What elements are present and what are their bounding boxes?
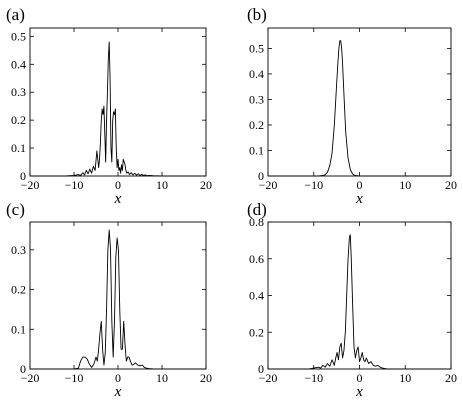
x-tick-label-d-0: −20 bbox=[259, 371, 278, 385]
y-tick-label-a-1: 0.1 bbox=[11, 141, 26, 155]
panel-b: −20 −10 0 10 20 0 0.1 0.2 0.3 0.4 0.5 x (b) bbox=[247, 5, 457, 207]
plot-frame-d bbox=[267, 221, 452, 370]
y-tick-label-b-5: 0.5 bbox=[249, 41, 264, 55]
panel-label-b: (b) bbox=[247, 5, 267, 24]
y-tick-label-d-2: 0.4 bbox=[249, 289, 264, 303]
y-tick-label-d-4: 0.8 bbox=[249, 215, 264, 229]
y-tick-label-c-3: 0.3 bbox=[11, 243, 26, 257]
y-tick-label-d-3: 0.6 bbox=[249, 252, 264, 266]
y-tick-label-c-2: 0.2 bbox=[11, 283, 26, 297]
panel-label-c: (c) bbox=[6, 200, 25, 219]
x-tick-label-a-1: −10 bbox=[65, 178, 84, 192]
x-axis-label-c: x bbox=[114, 384, 122, 400]
y-tick-label-a-5: 0.5 bbox=[11, 29, 26, 43]
series-line-b-0 bbox=[268, 40, 451, 177]
panel-label-d: (d) bbox=[247, 200, 267, 219]
x-tick-label-d-3: 10 bbox=[399, 371, 411, 385]
panel-c: −20 −10 0 10 20 0 0.1 0.2 0.3 x (c) bbox=[6, 200, 212, 400]
y-tick-label-a-2: 0.2 bbox=[11, 113, 26, 127]
panel-label-a: (a) bbox=[6, 5, 25, 24]
x-axis-label-d: x bbox=[355, 384, 363, 400]
x-axis-label-a: x bbox=[114, 191, 122, 207]
plot-frame-b bbox=[267, 27, 452, 177]
y-tick-label-d-1: 0.2 bbox=[249, 325, 264, 339]
y-tick-label-b-0: 0 bbox=[258, 169, 264, 183]
plot-frame-a bbox=[29, 27, 207, 177]
y-tick-label-a-3: 0.3 bbox=[11, 85, 26, 99]
x-tick-label-d-1: −10 bbox=[304, 371, 323, 385]
y-tick-label-d-0: 0 bbox=[258, 362, 264, 376]
x-tick-label-c-3: 10 bbox=[156, 371, 168, 385]
x-tick-label-b-4: 20 bbox=[445, 178, 457, 192]
x-tick-label-d-4: 20 bbox=[445, 371, 457, 385]
x-tick-label-a-3: 10 bbox=[156, 178, 168, 192]
x-tick-label-a-0: −20 bbox=[21, 178, 40, 192]
y-tick-label-b-3: 0.3 bbox=[249, 92, 264, 106]
y-tick-label-c-0: 0 bbox=[20, 362, 26, 376]
x-tick-label-a-4: 20 bbox=[200, 178, 212, 192]
x-tick-label-b-2: 0 bbox=[357, 178, 363, 192]
y-tick-label-b-4: 0.4 bbox=[249, 67, 264, 81]
x-tick-label-c-2: 0 bbox=[115, 371, 121, 385]
x-tick-label-b-1: −10 bbox=[304, 178, 323, 192]
x-tick-label-c-1: −10 bbox=[65, 371, 84, 385]
panel-a: −20 −10 0 10 20 0 0.1 0.2 0.3 0.4 0.5 x (a) bbox=[6, 5, 212, 207]
x-tick-label-a-2: 0 bbox=[115, 178, 121, 192]
series-line-d-0 bbox=[268, 234, 451, 370]
y-tick-label-a-0: 0 bbox=[20, 169, 26, 183]
series-line-c-0 bbox=[30, 229, 206, 370]
x-tick-label-c-0: −20 bbox=[21, 371, 40, 385]
series-line-a-0 bbox=[30, 41, 206, 177]
x-axis-label-b: x bbox=[355, 191, 363, 207]
y-tick-label-c-1: 0.1 bbox=[11, 322, 26, 336]
y-tick-label-b-1: 0.1 bbox=[249, 143, 264, 157]
x-tick-label-c-4: 20 bbox=[200, 371, 212, 385]
y-tick-label-a-4: 0.4 bbox=[11, 57, 26, 71]
x-tick-label-b-0: −20 bbox=[259, 178, 278, 192]
x-tick-label-b-3: 10 bbox=[399, 178, 411, 192]
x-tick-label-d-2: 0 bbox=[357, 371, 363, 385]
panel-d: −20 −10 0 10 20 0 0.2 0.4 0.6 0.8 x (d) bbox=[247, 200, 457, 400]
y-tick-label-b-2: 0.2 bbox=[249, 118, 264, 132]
